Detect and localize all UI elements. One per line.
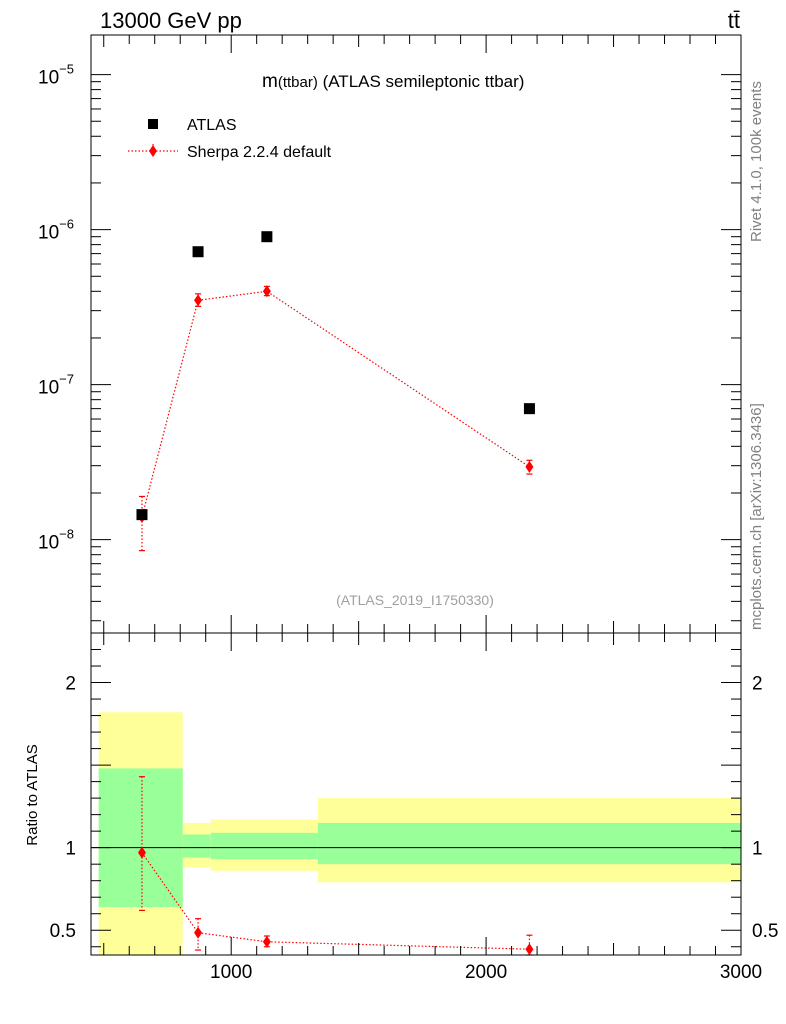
inner-band: [317, 822, 741, 865]
inner-band: [210, 832, 318, 860]
inner-band: [98, 768, 183, 908]
main-y-tick-label: 10−6: [38, 217, 74, 244]
uncertainty-bands: [98, 712, 741, 955]
ratio-sherpa-point: [137, 846, 146, 859]
ratio-sherpa-point: [262, 935, 271, 948]
atlas-series: [136, 231, 535, 521]
main-y-tick-base: 10: [38, 378, 59, 399]
analysis-label: (ATLAS_2019_I1750330): [336, 592, 494, 608]
ratio-y-tick-label-left: 1: [65, 839, 76, 860]
legend-atlas-marker: [148, 119, 158, 129]
atlas-point: [136, 509, 148, 521]
legend-sherpa-marker: [149, 145, 157, 157]
ratio-y-tick-label-right: 2: [752, 674, 763, 695]
main-y-tick-exponent: −8: [59, 527, 74, 542]
atlas-point: [261, 231, 273, 243]
main-y-tick-base: 10: [38, 223, 59, 244]
ratio-plot-frame: [90, 632, 742, 956]
main-y-tick-exponent: −7: [59, 372, 74, 387]
atlas-point: [192, 246, 204, 258]
ratio-axis-ticks: [91, 633, 742, 955]
main-y-tick-labels: 10−810−710−610−5: [38, 62, 74, 554]
legend: ATLAS Sherpa 2.2.4 default: [128, 117, 332, 161]
main-y-tick-base: 10: [38, 68, 59, 89]
mcplots-label: mcplots.cern.ch [arXiv:1306.3436]: [748, 403, 765, 630]
x-tick-label: 3000: [720, 962, 762, 983]
ratio-panel: 0.5 0.5 1 1 2 2 1000 2000 3000 Ratio to ATLAS: [24, 632, 779, 983]
main-axis-ticks: [91, 35, 742, 633]
plot-title: m(ttbar) (ATLAS semileptonic ttbar): [262, 71, 524, 92]
main-y-tick-base: 10: [38, 533, 59, 554]
plot-title-paren: (ttbar): [278, 74, 318, 91]
legend-sherpa-label: Sherpa 2.2.4 default: [187, 144, 332, 161]
x-tick-label: 2000: [465, 962, 507, 983]
main-y-tick-label: 10−7: [38, 372, 74, 399]
ratio-sherpa-point: [194, 926, 203, 939]
main-y-tick-label: 10−5: [38, 62, 74, 89]
ratio-sherpa-line: [141, 852, 530, 950]
process-label: tt̄: [728, 8, 740, 33]
ratio-y-tick-label-left: 0.5: [50, 921, 76, 942]
plot-title-rest: (ATLAS semileptonic ttbar): [318, 72, 525, 91]
ratio-sherpa-point: [525, 943, 534, 956]
ratio-y-axis-label: Ratio to ATLAS: [24, 744, 41, 845]
plot-title-main: m: [262, 71, 278, 92]
x-tick-label: 1000: [210, 962, 252, 983]
sherpa-line: [141, 290, 530, 518]
ratio-y-tick-label-right: 1: [752, 839, 763, 860]
legend-atlas-label: ATLAS: [187, 117, 237, 134]
ratio-y-tick-labels: 0.5 0.5 1 1 2 2: [50, 674, 779, 943]
sherpa-point: [262, 285, 271, 298]
sherpa-point: [194, 294, 203, 307]
main-y-tick-label: 10−8: [38, 527, 74, 554]
ratio-y-tick-label-left: 2: [65, 674, 76, 695]
main-y-tick-exponent: −6: [59, 217, 74, 232]
x-tick-labels: 1000 2000 3000: [210, 962, 762, 983]
ratio-y-tick-label-right: 0.5: [752, 921, 778, 942]
main-y-tick-exponent: −5: [59, 62, 74, 77]
sherpa-series: [137, 285, 534, 552]
atlas-point: [523, 403, 535, 415]
inner-band: [182, 834, 211, 858]
main-panel: 10−810−710−610−5 m(ttbar) (ATLAS semilep…: [38, 34, 742, 634]
energy-label: 13000 GeV pp: [100, 8, 242, 33]
sherpa-point: [525, 460, 534, 473]
rivet-label: Rivet 4.1.0, 100k events: [748, 81, 765, 242]
ratio-sherpa-series: [137, 776, 534, 956]
